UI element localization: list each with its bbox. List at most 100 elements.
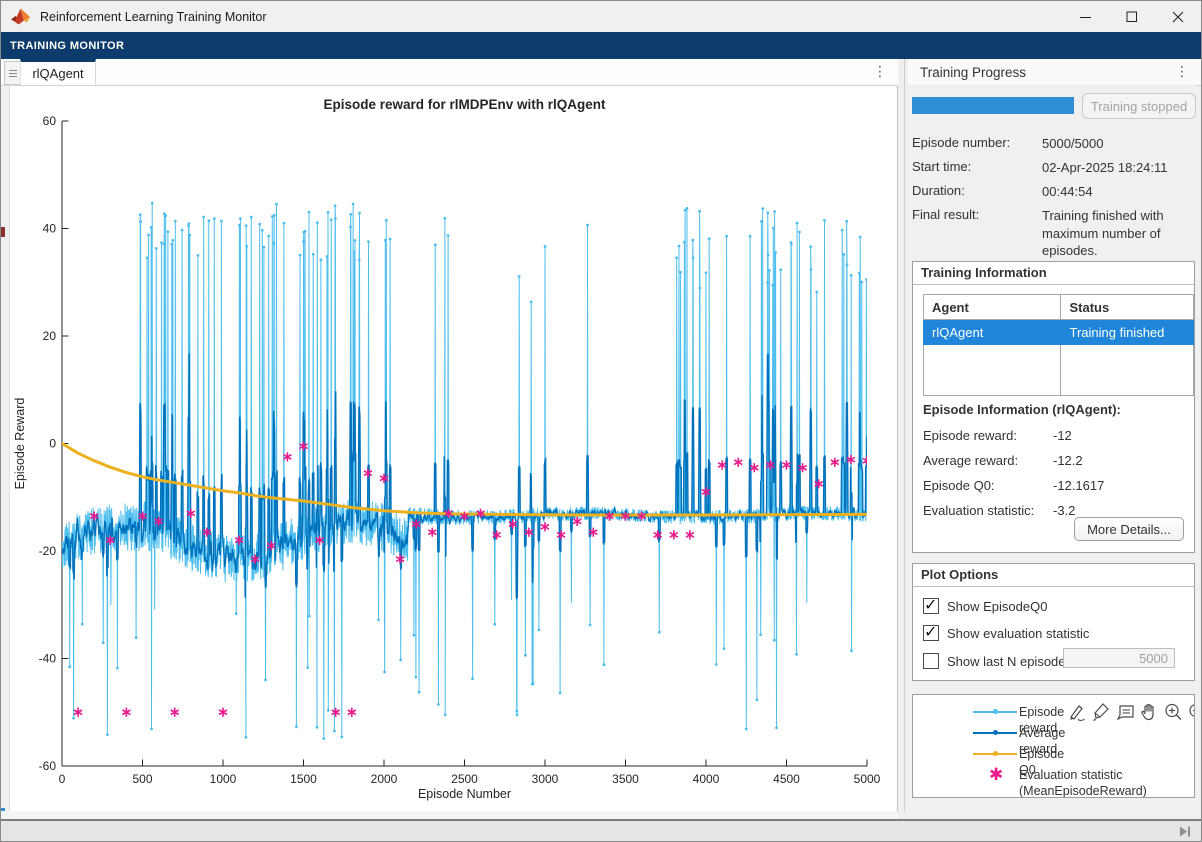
maximize-button[interactable]	[1109, 1, 1155, 32]
stat-value: -3.2	[1053, 503, 1076, 518]
left-gutter	[1, 86, 10, 816]
svg-text:1500: 1500	[290, 772, 317, 786]
svg-text:5000: 5000	[854, 772, 881, 786]
axes-toolbar	[1065, 699, 1195, 725]
ribbon-bar: TRAINING MONITOR	[1, 32, 1201, 59]
group-title: Plot Options	[913, 564, 1194, 587]
stat-value: -12.1617	[1053, 478, 1105, 493]
table-header-agent: Agent	[922, 294, 1062, 320]
field-value: Training finished with maximum number of…	[1042, 208, 1164, 259]
svg-text:40: 40	[43, 222, 57, 236]
training-information-group: Training Information Agent Status rlQAge…	[912, 261, 1195, 553]
svg-text:2000: 2000	[371, 772, 398, 786]
legend-label: Episode Q0	[1019, 747, 1065, 778]
svg-text:3000: 3000	[532, 772, 559, 786]
svg-text:0: 0	[49, 437, 56, 451]
checkbox-icon[interactable]	[923, 595, 939, 615]
legend-label: Evaluation statistic (MeanEpisodeReward)	[1019, 768, 1147, 798]
export-icon[interactable]	[1065, 701, 1089, 723]
svg-text:-60: -60	[39, 759, 57, 773]
legend-label: Average reward	[1019, 726, 1066, 757]
field-label: Duration:	[912, 183, 965, 198]
chart-panel-footer	[1, 811, 898, 819]
svg-text:-40: -40	[39, 652, 57, 666]
episode-info-title: Episode Information (rlQAgent):	[923, 402, 1121, 417]
last-n-episodes-input[interactable]	[1063, 648, 1175, 668]
svg-text:4500: 4500	[773, 772, 800, 786]
zoom-in-icon[interactable]	[1161, 701, 1185, 723]
field-value: 02-Apr-2025 18:24:11	[1042, 160, 1168, 175]
checkbox-label: Show last N episodes	[947, 653, 1073, 669]
checkbox-show-evaluation-statistic[interactable]: Show evaluation statistic	[923, 622, 1089, 642]
tab-strip-menu-icon[interactable]: ⋮	[873, 63, 887, 79]
stat-value: -12	[1053, 428, 1072, 443]
field-value: 00:44:54	[1042, 184, 1093, 199]
training-plot-panel: Episode reward for rlMDPEnv with rlQAgen…	[10, 86, 898, 811]
expand-right-icon[interactable]	[1179, 826, 1191, 837]
panel-menu-icon[interactable]: ⋮	[1175, 63, 1189, 79]
minimize-button[interactable]	[1063, 1, 1109, 32]
training-progress-header: Training Progress ⋮	[908, 59, 1201, 86]
checkbox-icon[interactable]	[923, 622, 939, 642]
bottom-status-bar	[1, 819, 1201, 841]
svg-text:Episode reward for rlMDPEnv wi: Episode reward for rlMDPEnv with rlQAgen…	[323, 97, 606, 112]
legend-panel: Episode reward Average reward Episode Q0…	[912, 694, 1195, 798]
svg-text:3500: 3500	[612, 772, 639, 786]
matlab-logo-icon	[11, 8, 30, 25]
svg-text:500: 500	[132, 772, 152, 786]
agent-status-table[interactable]: Agent Status rlQAgent Training finished	[922, 294, 1194, 396]
field-label: Final result:	[912, 207, 980, 222]
training-progress-panel: Training stopped Episode number: 5000/50…	[908, 85, 1196, 811]
svg-text:2500: 2500	[451, 772, 478, 786]
episode-reward-chart[interactable]: Episode reward for rlMDPEnv with rlQAgen…	[10, 86, 897, 811]
zoom-out-icon[interactable]	[1185, 701, 1195, 723]
svg-text:20: 20	[43, 329, 57, 343]
svg-text:-20: -20	[39, 544, 57, 558]
training-progress-bar	[912, 97, 1074, 114]
checkbox-show-episodeq0[interactable]: Show EpisodeQ0	[923, 595, 1048, 615]
tab-rlqagent[interactable]: rlQAgent	[20, 59, 96, 85]
svg-text:0: 0	[59, 772, 66, 786]
stat-value: -12.2	[1053, 453, 1083, 468]
table-row-empty	[922, 344, 1194, 396]
legend-marker-asterisk: ✱	[989, 765, 1004, 784]
checkbox-icon[interactable]	[923, 653, 939, 669]
checkbox-label: Show EpisodeQ0	[947, 598, 1048, 614]
field-label: Start time:	[912, 159, 972, 174]
stat-average-reward: Average reward: -12.2	[923, 453, 1183, 468]
brush-icon[interactable]	[1089, 701, 1113, 723]
close-button[interactable]	[1155, 1, 1201, 32]
right-panel-title: Training Progress	[920, 64, 1027, 80]
stat-episode-reward: Episode reward: -12	[923, 428, 1183, 443]
pan-icon[interactable]	[1137, 701, 1161, 723]
stat-label: Average reward:	[923, 453, 1019, 468]
field-value: 5000/5000	[1042, 136, 1104, 151]
table-header-status: Status	[1060, 294, 1194, 320]
training-stopped-button[interactable]: Training stopped	[1082, 93, 1196, 119]
panel-divider	[904, 59, 905, 811]
stat-label: Episode Q0:	[923, 478, 995, 493]
svg-text:60: 60	[43, 114, 57, 128]
ribbon-tab-training-monitor[interactable]: TRAINING MONITOR	[10, 39, 125, 52]
field-label: Episode number:	[912, 135, 1011, 150]
legend-marker-dot	[993, 730, 998, 735]
document-tab-strip: rlQAgent ⋮	[1, 59, 898, 86]
window-title: Reinforcement Learning Training Monitor	[40, 9, 267, 24]
group-title: Training Information	[913, 262, 1194, 285]
more-details-button[interactable]: More Details...	[1074, 517, 1184, 541]
plot-options-group: Plot Options Show EpisodeQ0 Show evaluat…	[912, 563, 1195, 681]
table-row[interactable]: rlQAgent Training finished	[922, 319, 1194, 345]
svg-text:Episode Number: Episode Number	[418, 787, 511, 801]
datatips-icon[interactable]	[1113, 701, 1137, 723]
title-bar: Reinforcement Learning Training Monitor	[1, 1, 1201, 32]
legend-label: Episode reward	[1019, 705, 1065, 736]
legend-marker-dot	[993, 709, 998, 714]
agent-cell: rlQAgent	[922, 319, 1062, 345]
svg-text:Episode Reward: Episode Reward	[13, 398, 27, 490]
stat-label: Episode reward:	[923, 428, 1017, 443]
status-cell: Training finished	[1060, 319, 1194, 345]
gutter-mark-red	[1, 227, 5, 237]
checkbox-show-last-n-episodes[interactable]: Show last N episodes	[923, 652, 1072, 670]
drag-grip-icon[interactable]	[4, 61, 22, 85]
